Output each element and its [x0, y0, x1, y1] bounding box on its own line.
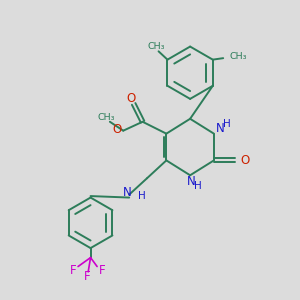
Text: F: F	[84, 270, 90, 283]
Text: F: F	[70, 264, 76, 277]
Text: H: H	[194, 181, 202, 191]
Text: H: H	[137, 191, 145, 201]
Text: CH₃: CH₃	[230, 52, 247, 62]
Text: O: O	[126, 92, 135, 105]
Text: CH₃: CH₃	[147, 42, 165, 51]
Text: O: O	[240, 154, 249, 167]
Text: N: N	[187, 175, 196, 188]
Text: N: N	[216, 122, 225, 135]
Text: N: N	[123, 186, 132, 199]
Text: CH₃: CH₃	[98, 113, 115, 122]
Text: F: F	[98, 264, 105, 277]
Text: H: H	[223, 119, 230, 129]
Text: O: O	[112, 123, 121, 136]
